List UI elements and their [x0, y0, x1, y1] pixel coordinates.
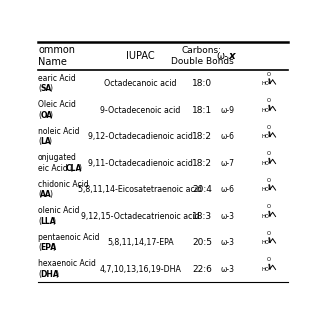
- Text: ): ): [52, 217, 55, 226]
- Text: 9,12,15-Octadecatrienoic acid: 9,12,15-Octadecatrienoic acid: [81, 212, 200, 220]
- Text: Octadecanoic acid: Octadecanoic acid: [104, 79, 177, 88]
- Text: 5,8,11,14,17-EPA: 5,8,11,14,17-EPA: [107, 238, 174, 247]
- Text: eic Acid (: eic Acid (: [38, 164, 73, 173]
- Text: Oleic Acid: Oleic Acid: [38, 100, 76, 109]
- Text: ): ): [49, 138, 52, 147]
- Text: ): ): [49, 84, 52, 93]
- Text: ω-: ω-: [216, 51, 228, 61]
- Text: 4,7,10,13,16,19-DHA: 4,7,10,13,16,19-DHA: [100, 265, 181, 274]
- Text: (: (: [38, 244, 41, 252]
- Text: noleic Acid: noleic Acid: [38, 127, 79, 136]
- Text: DHA: DHA: [40, 270, 59, 279]
- Text: HO: HO: [261, 161, 269, 166]
- Text: (: (: [38, 270, 41, 279]
- Text: ω-3: ω-3: [221, 212, 235, 220]
- Text: 18:0: 18:0: [192, 79, 212, 88]
- Text: Carbons:
Double Bonds: Carbons: Double Bonds: [171, 46, 233, 66]
- Text: HO: HO: [261, 108, 269, 113]
- Text: (: (: [38, 84, 41, 93]
- Text: HO: HO: [261, 81, 269, 86]
- Text: 18:1: 18:1: [192, 106, 212, 115]
- Text: O: O: [267, 178, 271, 183]
- Text: 18:2: 18:2: [192, 132, 212, 141]
- Text: 9-Octadecenoic acid: 9-Octadecenoic acid: [100, 106, 180, 115]
- Text: 5,8,11,14-Eicosatetraenoic acid: 5,8,11,14-Eicosatetraenoic acid: [78, 185, 203, 194]
- Text: 9,12-Octadecadienoic acid: 9,12-Octadecadienoic acid: [88, 132, 193, 141]
- Text: HO: HO: [261, 240, 269, 245]
- Text: AA: AA: [40, 190, 52, 199]
- Text: O: O: [267, 125, 271, 130]
- Text: O: O: [267, 204, 271, 209]
- Text: O: O: [267, 98, 271, 103]
- Text: ): ): [55, 270, 58, 279]
- Text: 18:3: 18:3: [192, 212, 212, 220]
- Text: pentaenoic Acid: pentaenoic Acid: [38, 233, 100, 242]
- Text: ): ): [78, 164, 81, 173]
- Text: (: (: [38, 111, 41, 120]
- Text: HO: HO: [261, 267, 269, 272]
- Text: SA: SA: [40, 84, 52, 93]
- Text: ω-3: ω-3: [221, 238, 235, 247]
- Text: 20:5: 20:5: [192, 238, 212, 247]
- Text: LA: LA: [40, 138, 51, 147]
- Text: ): ): [50, 190, 52, 199]
- Text: ommon
Name: ommon Name: [38, 45, 75, 68]
- Text: ): ): [53, 244, 56, 252]
- Text: OA: OA: [40, 111, 52, 120]
- Text: O: O: [267, 72, 271, 77]
- Text: ω-6: ω-6: [221, 185, 235, 194]
- Text: (: (: [38, 217, 41, 226]
- Text: ω-6: ω-6: [221, 132, 235, 141]
- Text: HO: HO: [261, 214, 269, 219]
- Text: ): ): [50, 111, 53, 120]
- Text: 18:2: 18:2: [192, 159, 212, 168]
- Text: HO: HO: [261, 134, 269, 139]
- Text: LLA: LLA: [40, 217, 56, 226]
- Text: (: (: [38, 138, 41, 147]
- Text: HO: HO: [261, 187, 269, 192]
- Text: 22:6: 22:6: [192, 265, 212, 274]
- Text: IUPAC: IUPAC: [126, 51, 155, 61]
- Text: onjugated: onjugated: [38, 153, 77, 162]
- Text: ω-7: ω-7: [221, 159, 235, 168]
- Text: O: O: [267, 231, 271, 236]
- Text: EPA: EPA: [40, 244, 56, 252]
- Text: hexaenoic Acid: hexaenoic Acid: [38, 259, 96, 268]
- Text: ω-3: ω-3: [221, 265, 235, 274]
- Text: O: O: [267, 151, 271, 156]
- Text: chidonic Acid: chidonic Acid: [38, 180, 89, 189]
- Text: 20:4: 20:4: [192, 185, 212, 194]
- Text: CLA: CLA: [65, 164, 82, 173]
- Text: 9,11-Octadecadienoic acid: 9,11-Octadecadienoic acid: [88, 159, 193, 168]
- Text: O: O: [267, 257, 271, 262]
- Text: x: x: [228, 51, 235, 61]
- Text: earic Acid: earic Acid: [38, 74, 76, 83]
- Text: olenic Acid: olenic Acid: [38, 206, 79, 215]
- Text: ω-9: ω-9: [221, 106, 235, 115]
- Text: (: (: [38, 190, 41, 199]
